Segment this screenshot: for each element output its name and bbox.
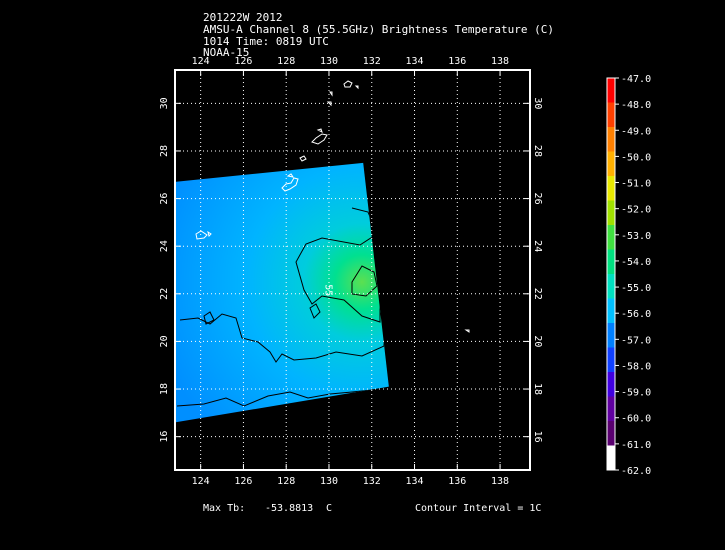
colorbar-label-6: -53.0 (621, 231, 651, 242)
lat-label-right-30: 30 (532, 97, 543, 109)
colorbar: -47.0 -48.0 -49.0 -50.0 -51.0 -52.0 -53.0 -54.0… (606, 74, 651, 477)
lat-label-left-26: 26 (159, 193, 170, 205)
colorbar-label-2: -49.0 (621, 126, 651, 137)
lon-label-bottom-134: 134 (405, 476, 423, 487)
lat-label-left-18: 18 (159, 383, 170, 395)
lat-label-right-16: 16 (532, 431, 543, 443)
lat-label-right-28: 28 (532, 145, 543, 157)
colorbar-swatch-7 (607, 249, 615, 275)
colorbar-swatch-11 (607, 347, 615, 373)
colorbar-swatch-1 (607, 102, 615, 128)
lat-label-right-18: 18 (532, 383, 543, 395)
colorbar-frame (606, 77, 616, 471)
colorbar-label-0: -47.0 (621, 74, 651, 85)
colorbar-swatch-2 (607, 127, 615, 152)
lon-label-bottom-132: 132 (363, 476, 381, 487)
coast-amami (299, 155, 307, 162)
lon-label-bottom-126: 126 (234, 476, 252, 487)
lat-label-right-24: 24 (532, 240, 543, 252)
max-tb-value: -53.8813 (265, 503, 314, 514)
colorbar-swatch-4 (607, 176, 615, 201)
colorbar-label-8: -55.0 (621, 283, 651, 294)
colorbar-swatch-8 (607, 274, 615, 299)
colorbar-swatch-12 (607, 372, 615, 397)
colorbar-swatch-3 (607, 151, 615, 177)
lat-label-right-20: 20 (532, 335, 543, 347)
colorbar-swatch-6 (607, 225, 615, 250)
title-line-1: 201222W 2012 (203, 11, 283, 24)
lon-label-bottom-138: 138 (491, 476, 509, 487)
contour-label: 55 (323, 284, 334, 296)
colorbar-label-11: -58.0 (621, 361, 651, 372)
contour-small-1 (309, 303, 321, 319)
lon-label-top-128: 128 (277, 56, 295, 67)
colorbar-swatch-10 (607, 323, 615, 348)
colorbar-swatch-14 (607, 421, 615, 446)
coast-kyushu-islands (311, 80, 359, 145)
contour-interval-text: Contour Interval = 1C (415, 503, 542, 514)
coast-south-islands (195, 230, 212, 240)
lon-label-bottom-136: 136 (448, 476, 466, 487)
colorbar-label-3: -50.0 (621, 152, 651, 163)
lon-label-top-136: 136 (448, 56, 466, 67)
lon-label-top-138: 138 (491, 56, 509, 67)
colorbar-swatch-9 (607, 298, 615, 324)
colorbar-label-12: -59.0 (621, 388, 651, 399)
colorbar-label-13: -60.0 (621, 414, 651, 425)
colorbar-label-10: -57.0 (621, 335, 651, 346)
colorbar-label-14: -61.0 (621, 440, 651, 451)
lat-label-left-30: 30 (159, 97, 170, 109)
colorbar-swatch-5 (607, 200, 615, 226)
colorbar-label-1: -48.0 (621, 100, 651, 111)
colorbar-label-4: -51.0 (621, 179, 651, 190)
swath-group (175, 162, 389, 423)
lon-label-top-130: 130 (320, 56, 338, 67)
lon-label-top-132: 132 (363, 56, 381, 67)
lon-label-top-126: 126 (234, 56, 252, 67)
tick-labels: 124 124 126 126 128 128 130 130 132 132 134 134 136 1… (159, 56, 543, 487)
max-tb-unit: C (326, 503, 333, 514)
title-line-3: 1014 Time: 0819 UTC (203, 35, 329, 48)
lat-label-left-24: 24 (159, 240, 170, 252)
contour-57 (176, 389, 373, 407)
lon-label-bottom-128: 128 (277, 476, 295, 487)
colorbar-label-5: -52.0 (621, 205, 651, 216)
lat-label-left-22: 22 (159, 288, 170, 300)
title-line-4: NOAA-15 (203, 46, 250, 59)
coast-isolated-islet (464, 329, 470, 333)
title-line-2: AMSU-A Channel 8 (55.5GHz) Brightness Te… (203, 23, 554, 36)
lat-label-right-26: 26 (532, 193, 543, 205)
swath-fill (175, 162, 389, 423)
map-frame (174, 69, 531, 471)
lat-label-left-28: 28 (159, 145, 170, 157)
lon-label-bottom-130: 130 (320, 476, 338, 487)
lon-label-top-134: 134 (405, 56, 423, 67)
lat-label-left-16: 16 (159, 431, 170, 443)
lon-label-bottom-124: 124 (192, 476, 210, 487)
colorbar-swatch-0 (607, 78, 615, 103)
lon-label-top-124: 124 (192, 56, 210, 67)
colorbar-label-15: -62.0 (621, 466, 651, 477)
colorbar-swatch-13 (607, 396, 615, 422)
lat-label-right-22: 22 (532, 288, 543, 300)
colorbar-label-9: -56.0 (621, 309, 651, 320)
colorbar-swatch-15 (607, 445, 615, 471)
colorbar-label-7: -54.0 (621, 257, 651, 268)
lat-label-left-20: 20 (159, 335, 170, 347)
max-tb-label: Max Tb: (203, 503, 246, 514)
contour-small-2 (203, 311, 215, 325)
